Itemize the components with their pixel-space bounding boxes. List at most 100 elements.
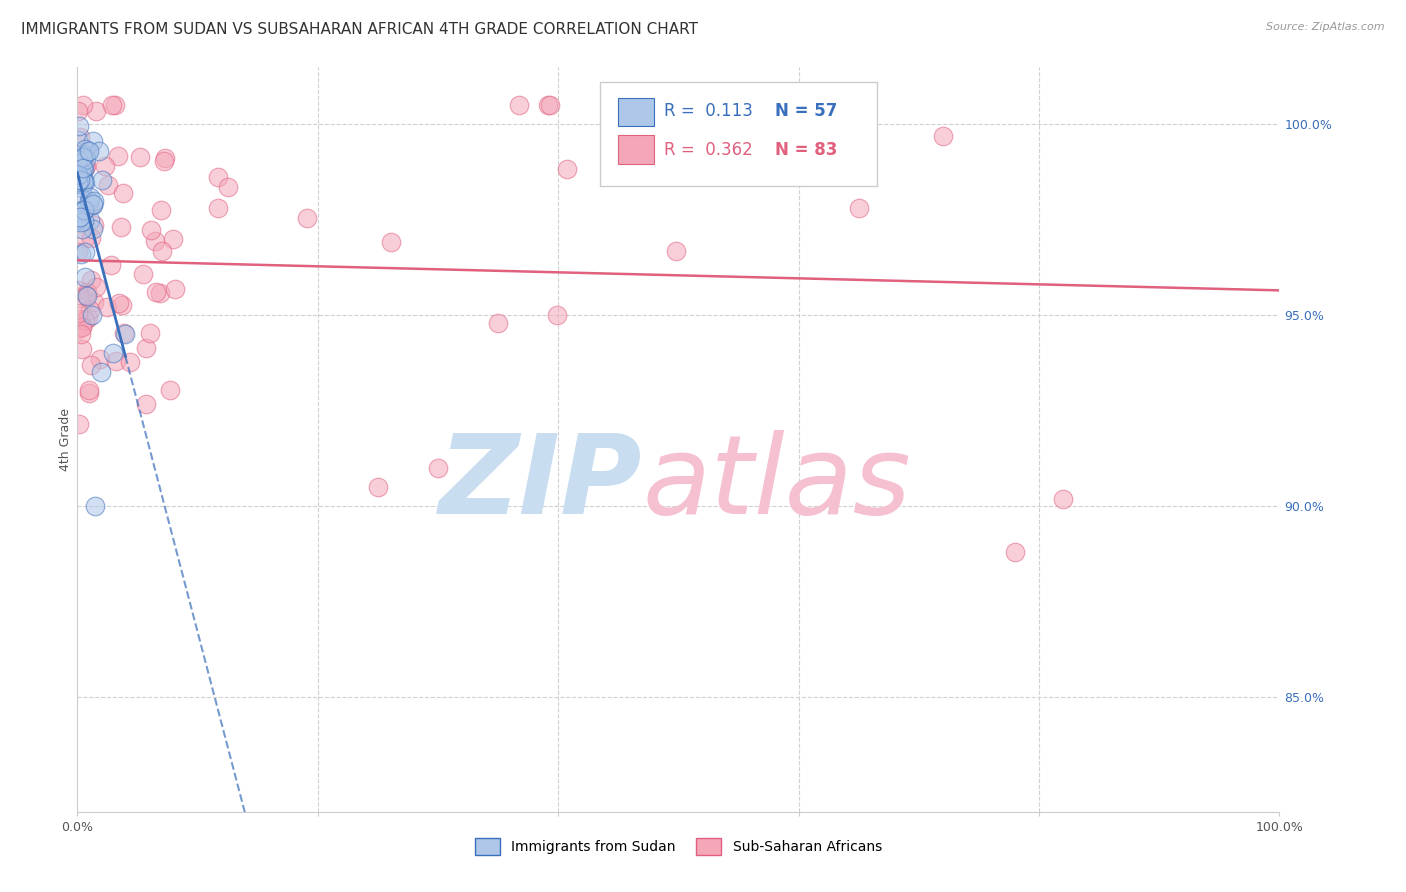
Point (70, 180, 93, 194)
Point (139, 326, 162, 340)
Point (67, 103, 90, 118)
Point (97, 178, 120, 192)
Point (555, 161, 578, 176)
Point (72, 154, 94, 169)
Point (75, 175, 97, 189)
Point (108, 296, 131, 310)
Point (66, 245, 89, 260)
Point (69, 326, 91, 341)
Point (66, 175, 89, 189)
Point (72, 204, 94, 219)
Point (72, 174, 94, 188)
Point (159, 383, 181, 397)
Point (67, 172, 90, 186)
Point (77, 144, 100, 158)
Point (77, 194, 100, 209)
Point (67, 322, 90, 336)
Point (118, 354, 141, 368)
Point (75, 153, 97, 167)
Point (79, 213, 101, 227)
Point (105, 354, 128, 368)
Point (79, 384, 101, 398)
Point (149, 285, 172, 300)
Point (70, 343, 93, 357)
Point (508, 98, 530, 112)
Point (76, 289, 98, 303)
Legend: Immigrants from Sudan, Sub-Saharan Africans: Immigrants from Sudan, Sub-Saharan Afric… (470, 832, 887, 861)
Point (112, 326, 135, 340)
Point (1052, 491, 1074, 506)
Point (75, 288, 97, 302)
Point (69, 312, 91, 326)
Point (66, 211, 89, 226)
Point (112, 186, 135, 201)
Point (111, 297, 134, 311)
Point (145, 285, 167, 299)
Point (207, 201, 229, 215)
Point (66, 153, 89, 168)
Point (69, 210, 91, 224)
Point (69, 173, 91, 187)
Text: IMMIGRANTS FROM SUDAN VS SUBSAHARAN AFRICAN 4TH GRADE CORRELATION CHART: IMMIGRANTS FROM SUDAN VS SUBSAHARAN AFRI… (21, 22, 699, 37)
Point (72, 167, 94, 181)
Point (80, 308, 103, 322)
Point (67, 119, 90, 133)
Point (538, 98, 561, 112)
FancyBboxPatch shape (600, 82, 877, 186)
Point (67, 417, 90, 431)
FancyBboxPatch shape (619, 136, 654, 164)
Point (110, 219, 132, 234)
Point (72, 320, 94, 334)
Point (537, 98, 560, 112)
Point (217, 179, 239, 194)
FancyBboxPatch shape (619, 98, 654, 127)
Point (67, 170, 90, 185)
Point (380, 235, 402, 249)
Point (104, 98, 127, 112)
Point (69, 129, 91, 144)
Point (79, 199, 101, 213)
Point (73, 163, 96, 178)
Point (94, 160, 117, 174)
Point (1004, 545, 1026, 559)
Point (546, 309, 568, 323)
Point (135, 397, 157, 411)
Point (69, 291, 91, 305)
Text: atlas: atlas (643, 431, 911, 538)
Point (73, 214, 96, 228)
Point (72, 149, 94, 163)
Point (427, 461, 450, 475)
Point (153, 151, 176, 165)
Point (66, 164, 89, 178)
Point (152, 153, 174, 168)
Point (83, 218, 105, 232)
Point (82, 197, 104, 211)
Point (72, 161, 94, 176)
Y-axis label: 4th Grade: 4th Grade (59, 408, 72, 471)
Text: N = 83: N = 83 (775, 141, 837, 159)
Point (69, 215, 91, 229)
Point (135, 341, 157, 355)
Point (207, 169, 229, 184)
Point (82, 134, 104, 148)
Point (139, 223, 162, 237)
Point (83, 194, 105, 208)
Point (727, 98, 749, 112)
Point (932, 128, 955, 143)
Point (73, 142, 96, 156)
Point (84, 280, 107, 294)
Point (72, 222, 94, 236)
Point (100, 258, 122, 272)
Point (67, 164, 90, 178)
Point (165, 282, 187, 296)
Point (73, 148, 96, 162)
Text: R =  0.362: R = 0.362 (664, 141, 752, 159)
Point (84, 499, 107, 513)
Text: ZIP: ZIP (439, 431, 643, 538)
Point (67, 306, 90, 320)
Point (70, 319, 93, 334)
Point (486, 316, 509, 330)
Point (150, 244, 173, 259)
Text: R =  0.113: R = 0.113 (664, 102, 752, 120)
Point (67, 168, 90, 182)
